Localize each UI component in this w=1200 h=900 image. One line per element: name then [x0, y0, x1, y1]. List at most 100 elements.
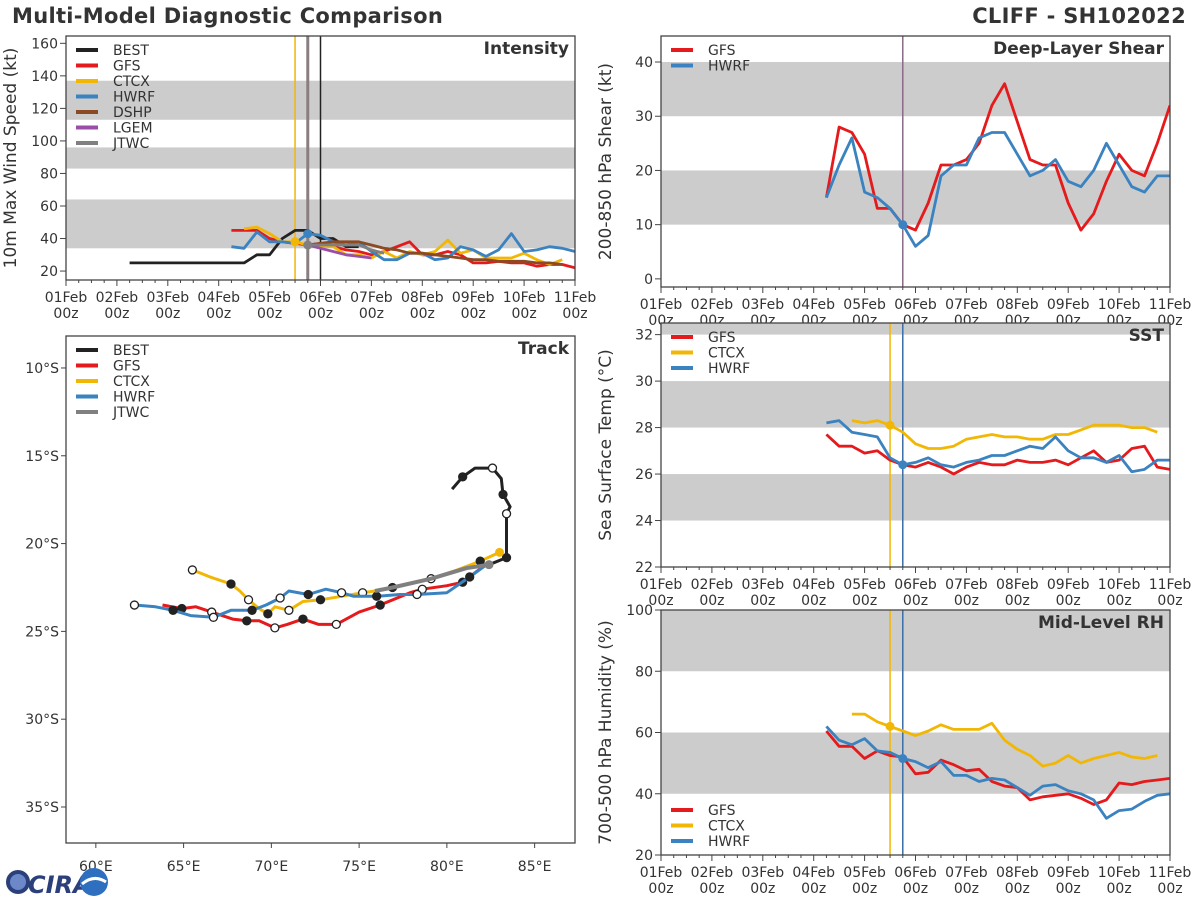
x-tick-label-date: 02Feb: [691, 297, 734, 313]
x-tick-label-date: 08Feb: [996, 297, 1039, 313]
x-tick-label-date: 02Feb: [96, 290, 139, 306]
chart-track: 60°E 65°E 70°E 75°E 80°E 85°E10°S15°S20°S25°S…: [25, 335, 576, 875]
legend-label-hwrf: HWRF: [113, 390, 155, 406]
y-tick-label: 80: [635, 664, 653, 680]
x-tick-label-hour: 00z: [903, 593, 928, 609]
x-tick-label-date: 06Feb: [894, 865, 937, 881]
track-point-hwrf: [129, 600, 140, 610]
x-tick-label-hour: 00z: [801, 593, 826, 609]
x-tick-label-hour: 00z: [699, 593, 724, 609]
x-tick-label-date: 07Feb: [945, 297, 988, 313]
y-tick-label: 160: [31, 36, 58, 52]
x-tick-label-hour: 00z: [1056, 881, 1081, 897]
legend-label-jtwc: JTWC: [112, 136, 150, 152]
plot-frame: [660, 322, 1171, 568]
chart-title: Intensity: [484, 39, 569, 59]
y-tick-label: 35°S: [25, 800, 59, 816]
series-line-gfs: [825, 730, 1170, 806]
x-tick-label: 65°E: [167, 859, 201, 875]
track-point-hwrf: [247, 605, 257, 615]
track-point-hwrf: [336, 588, 347, 598]
x-tick-label-hour: 00z: [1056, 593, 1081, 609]
track-point-hwrf: [412, 589, 422, 600]
track-point-hwrf: [208, 612, 219, 622]
legend-label-hwrf: HWRF: [708, 361, 750, 377]
threshold-band: [661, 474, 1170, 521]
y-tick-label: 32: [635, 328, 653, 344]
x-tick-label-date: 10Feb: [1098, 577, 1141, 593]
track-line-jtwc: [374, 562, 490, 593]
x-tick-label-date: 03Feb: [741, 865, 784, 881]
track-point-ctcx: [315, 595, 326, 605]
series-line-ctcx: [851, 712, 1158, 768]
track-point-gfs: [298, 614, 308, 624]
y-tick-label: 20: [40, 264, 58, 280]
threshold-band: [661, 381, 1170, 428]
cira-logo: CIRA: [6, 868, 108, 899]
track-point-ctcx: [243, 595, 254, 605]
track-point-hwrf: [465, 572, 475, 582]
legend-label-hwrf: HWRF: [113, 90, 155, 106]
y-axis-label: Sea Surface Temp (°C): [596, 349, 616, 541]
x-tick-label-hour: 00z: [954, 593, 979, 609]
plot-frame: [660, 35, 1171, 288]
x-tick-label-hour: 00z: [852, 881, 877, 897]
x-tick-label-hour: 00z: [410, 306, 435, 322]
y-axis-label: 700-500 hPa Humidity (%): [596, 620, 616, 844]
x-tick-label-date: 11Feb: [554, 290, 597, 306]
track-point-gfs: [270, 623, 280, 633]
track-start-ctcx: [495, 547, 505, 557]
x-tick-label-date: 11Feb: [1149, 577, 1192, 593]
x-tick-label-date: 05Feb: [843, 865, 886, 881]
x-tick-label-date: 02Feb: [691, 865, 734, 881]
track-point-hwrf: [303, 589, 313, 600]
y-tick-label: 60: [635, 726, 653, 742]
legend-label-best: BEST: [113, 343, 149, 359]
legend-label-ctcx: CTCX: [113, 374, 150, 390]
series-group: [825, 82, 1170, 248]
x-tick-label: 85°E: [518, 859, 552, 875]
x-tick-label-hour: 00z: [750, 881, 775, 897]
x-tick-label-date: 05Feb: [843, 577, 886, 593]
marker-hwrf: [898, 460, 908, 470]
legend-label-best: BEST: [113, 43, 149, 59]
chart-title: Deep-Layer Shear: [993, 39, 1164, 59]
x-tick-label-date: 04Feb: [792, 865, 835, 881]
marker-ctcx: [885, 721, 895, 731]
x-tick-label-date: 06Feb: [894, 577, 937, 593]
x-tick-label-hour: 00z: [1005, 593, 1030, 609]
y-tick-label: 30°S: [25, 712, 59, 728]
x-tick-label-hour: 00z: [852, 593, 877, 609]
x-tick-label-date: 03Feb: [146, 290, 189, 306]
x-tick-label-hour: 00z: [648, 881, 673, 897]
threshold-band: [661, 610, 1170, 672]
series-line-hwrf: [231, 230, 575, 262]
track-point-hwrf: [168, 605, 178, 615]
track-point-gfs: [242, 616, 252, 626]
x-tick-label-hour: 00z: [750, 593, 775, 609]
y-tick-label: 26: [635, 467, 653, 483]
legend-label-gfs: GFS: [708, 330, 736, 346]
track-point-ctcx: [187, 565, 198, 575]
x-tick-label-date: 08Feb: [996, 577, 1039, 593]
x-tick-label-date: 04Feb: [792, 297, 835, 313]
threshold-band: [661, 62, 1170, 117]
track-point-ctcx: [284, 605, 294, 615]
x-tick-label-date: 03Feb: [741, 297, 784, 313]
x-tick-label-date: 08Feb: [996, 865, 1039, 881]
x-tick-label: 80°E: [430, 859, 464, 875]
x-tick-label-date: 07Feb: [945, 865, 988, 881]
series-line-jtwc: [307, 243, 385, 255]
x-tick-label-hour: 00z: [512, 306, 537, 322]
chart-rh: 01Feb00z02Feb00z03Feb00z04Feb00z05Feb00z…: [596, 603, 1191, 897]
x-tick-label-date: 09Feb: [452, 290, 495, 306]
x-tick-label-date: 05Feb: [843, 297, 886, 313]
track-point-best: [501, 552, 512, 563]
y-tick-label: 10: [635, 218, 653, 234]
track-point-hwrf: [275, 593, 285, 603]
x-tick-label-date: 03Feb: [741, 577, 784, 593]
y-tick-label: 20°S: [25, 537, 59, 553]
series-line-hwrf: [825, 131, 1170, 248]
y-tick-label: 40: [635, 787, 653, 803]
x-tick-label-hour: 00z: [801, 881, 826, 897]
